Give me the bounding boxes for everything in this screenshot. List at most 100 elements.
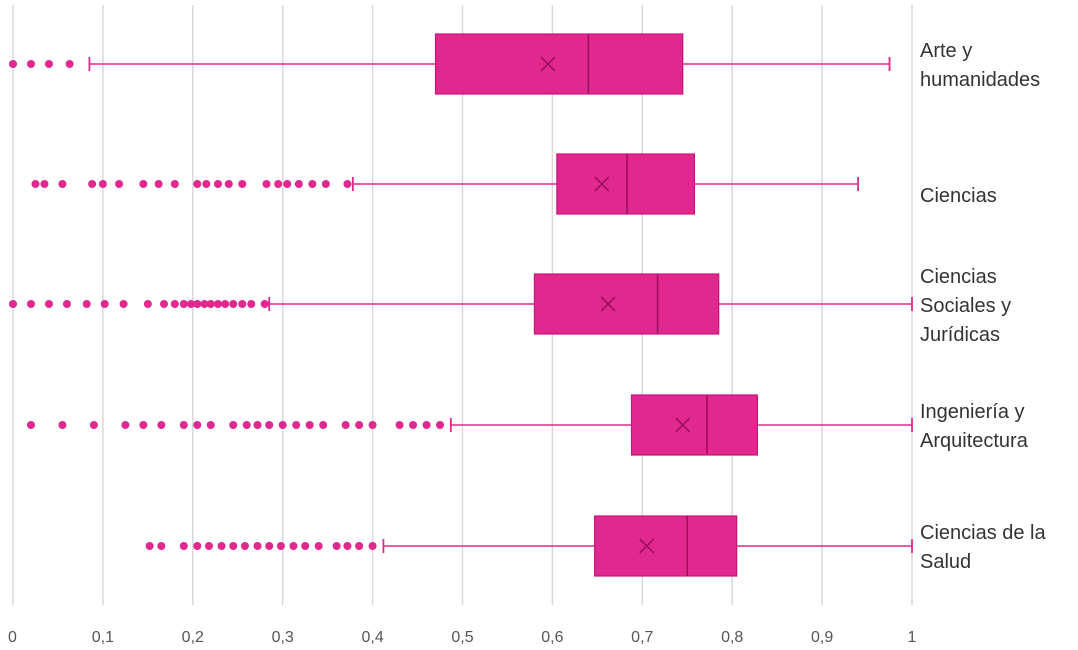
- outlier-point: [332, 542, 341, 550]
- boxes-layer: [9, 33, 913, 577]
- category-label-line: Sociales y: [920, 294, 1012, 317]
- category-label-line: Ciencias: [920, 184, 997, 207]
- outlier-point: [31, 180, 40, 188]
- outlier-point: [355, 421, 364, 429]
- outlier-point: [229, 300, 238, 308]
- outlier-point: [242, 421, 251, 429]
- outlier-point: [187, 300, 196, 308]
- outlier-point: [58, 180, 67, 188]
- tick-label: 0,3: [272, 629, 294, 646]
- outlier-point: [9, 300, 17, 308]
- outlier-point: [355, 542, 364, 550]
- category-label-line: Ingeniería y: [920, 401, 1025, 423]
- category-label-line: Salud: [920, 551, 972, 573]
- outlier-point: [143, 300, 152, 308]
- box-group: [145, 515, 913, 577]
- tick-label: 0,8: [721, 629, 743, 646]
- outlier-point: [436, 421, 445, 429]
- outlier-point: [170, 300, 179, 308]
- outlier-point: [193, 180, 202, 188]
- outlier-point: [253, 421, 262, 429]
- outlier-point: [274, 180, 283, 188]
- tick-label: 0,9: [811, 629, 833, 646]
- tick-label: 0: [8, 629, 17, 646]
- outlier-point: [301, 542, 310, 550]
- outlier-point: [170, 180, 179, 188]
- tick-label: 1: [908, 629, 917, 646]
- outlier-point: [121, 421, 130, 429]
- outlier-point: [100, 300, 109, 308]
- outlier-point: [395, 421, 404, 429]
- tick-label: 0,4: [361, 629, 383, 646]
- outlier-point: [238, 180, 247, 188]
- outlier-point: [247, 300, 256, 308]
- outlier-point: [139, 421, 148, 429]
- box-iqr: [594, 515, 738, 577]
- outlier-point: [26, 60, 35, 68]
- outlier-point: [217, 542, 226, 550]
- outlier-point: [26, 421, 35, 429]
- outlier-point: [319, 421, 328, 429]
- tick-label: 0,2: [182, 629, 204, 646]
- category-label-line: Jurídicas: [920, 323, 1001, 346]
- outlier-point: [343, 180, 352, 188]
- outlier-point: [213, 180, 222, 188]
- outlier-point: [409, 421, 418, 429]
- outlier-point: [294, 180, 303, 188]
- box-iqr: [630, 394, 758, 456]
- outlier-point: [343, 542, 352, 550]
- outlier-point: [206, 421, 215, 429]
- mean-marker: [594, 176, 610, 192]
- outlier-point: [9, 60, 17, 68]
- category-label: Ciencias Sociales y Jurídicas: [920, 263, 1070, 350]
- outlier-point: [278, 421, 287, 429]
- outlier-point: [179, 421, 188, 429]
- outlier-point: [157, 421, 166, 429]
- outlier-point: [213, 300, 222, 308]
- outlier-point: [202, 180, 211, 188]
- outlier-point: [44, 60, 53, 68]
- box-group: [9, 33, 891, 95]
- grid-lines: [12, 5, 913, 605]
- outlier-point: [82, 300, 91, 308]
- category-label-line: Ciencias: [920, 265, 997, 288]
- outlier-point: [89, 421, 98, 429]
- mean-marker: [600, 296, 616, 312]
- outlier-point: [265, 542, 274, 550]
- category-label: Ingeniería y Arquitectura: [920, 398, 1070, 456]
- box-iqr: [556, 153, 696, 215]
- outlier-point: [292, 421, 301, 429]
- category-label: Ciencias de la Salud: [920, 519, 1070, 577]
- outlier-point: [26, 300, 35, 308]
- tick-label: 0,5: [451, 629, 473, 646]
- category-label-line: humanidades: [920, 69, 1041, 91]
- outlier-point: [224, 180, 233, 188]
- outlier-point: [179, 542, 188, 550]
- box-iqr: [533, 273, 720, 335]
- category-label-line: Arquitectura: [920, 430, 1028, 452]
- category-label-line: Arte y: [920, 40, 973, 62]
- outlier-point: [115, 180, 124, 188]
- box-group: [31, 153, 859, 215]
- outlier-point: [204, 542, 213, 550]
- mean-marker: [540, 56, 556, 72]
- outlier-point: [240, 542, 249, 550]
- outlier-point: [262, 180, 271, 188]
- category-label: Ciencias: [920, 182, 1070, 211]
- outlier-point: [193, 300, 202, 308]
- outlier-point: [154, 180, 163, 188]
- outlier-point: [200, 300, 209, 308]
- mean-marker: [639, 538, 655, 554]
- outlier-point: [260, 300, 269, 308]
- outlier-point: [283, 180, 292, 188]
- category-label-line: Ciencias de la: [920, 522, 1046, 544]
- x-axis-tick-labels: 0 0,1 0,2 0,3 0,4 0,5 0,6 0,7 0,8 0,9 1: [8, 629, 917, 646]
- box-group: [9, 273, 913, 335]
- outlier-point: [44, 300, 53, 308]
- outlier-point: [58, 421, 67, 429]
- box-group: [26, 394, 913, 456]
- category-label: Arte y humanidades: [920, 37, 1070, 95]
- outlier-point: [289, 542, 298, 550]
- outlier-point: [62, 300, 71, 308]
- outlier-point: [276, 542, 285, 550]
